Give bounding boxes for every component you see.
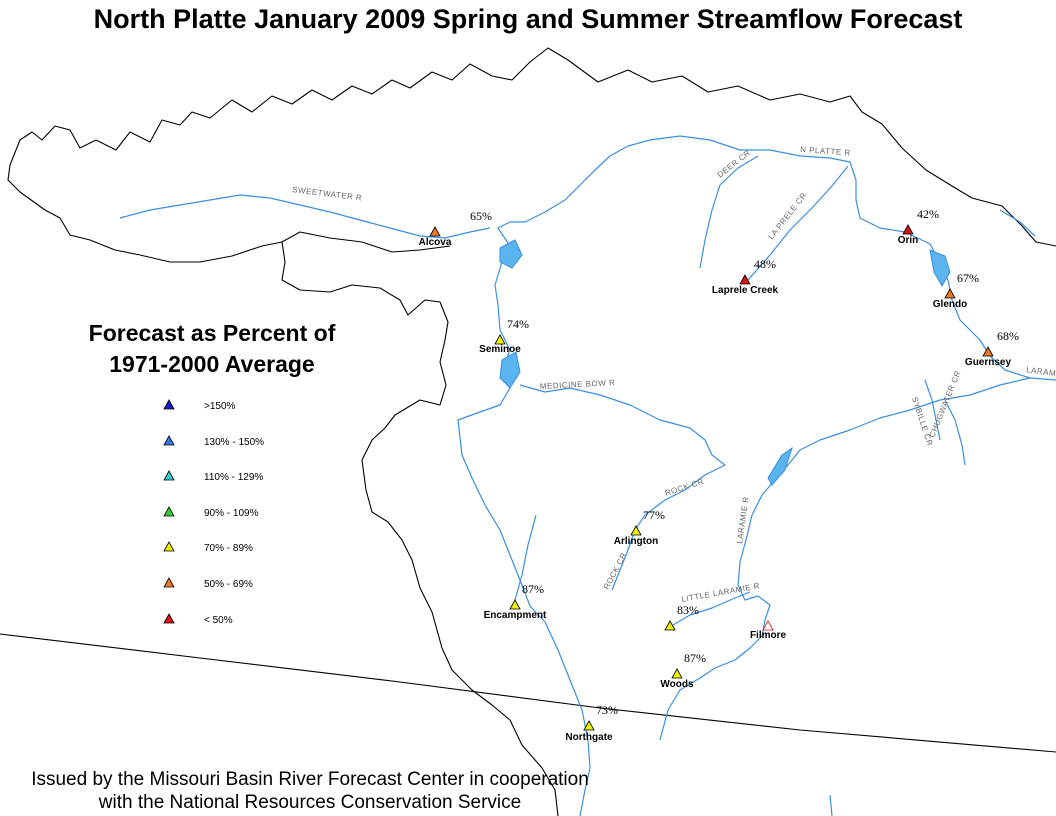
site-percent: 87% [684,651,706,665]
sweetwater-subbasin [281,231,451,253]
site-name: Encampment [484,610,547,621]
site-marker-icon [509,599,521,610]
forecast-sites: Alcova 65% Orin 42% Laprele Creek 48% Glendo 67… [419,207,1019,743]
site-marker-icon [902,224,914,235]
site-percent: 74% [507,317,529,331]
site-percent: 73% [596,703,618,717]
forecast-site: Woods 87% [660,651,706,690]
site-percent: 65% [470,209,492,223]
seminoe-reservoir [499,351,521,389]
state-line [0,633,1056,753]
river-label: N PLATTE R [800,145,851,158]
river-label: MEDICINE BOW R [540,378,616,391]
forecast-site: Guernsey 68% [965,329,1019,368]
forecast-site: Filmore [750,620,787,641]
site-marker-icon [739,274,751,285]
legend-symbol [163,577,175,588]
legend-symbol [163,470,175,481]
legend-symbol [163,435,175,446]
legend-symbol [163,399,175,410]
basin-outline [9,47,1056,247]
forecast-site: Northgate 73% [565,703,618,743]
site-name: Laprele Creek [712,285,779,296]
legend-symbol [163,506,175,517]
site-percent: 68% [997,329,1019,343]
credit-line1: Issued by the Missouri Basin River Forec… [31,769,589,790]
river-label: DEER CR [716,148,753,179]
site-name: Alcova [419,237,452,248]
forecast-site: Seminoe 74% [479,317,529,355]
credit-line2: with the National Resources Conservation… [98,792,522,813]
la-prele-creek [747,165,849,281]
legend-label: 110% - 129% [204,472,263,483]
legend-label: < 50% [204,615,233,626]
site-marker-icon [982,346,994,357]
site-name: Seminoe [479,344,521,355]
legend-title: Forecast as Percent of 1971-2000 Average [52,318,372,380]
site-name: Woods [660,679,694,690]
legend-label: 90% - 109% [204,508,259,519]
site-marker-icon [762,620,774,631]
river-labels: SWEETWATER R DEER CR N PLATTE R LA PRELE… [292,145,1056,604]
basin-boundaries [0,47,1056,816]
site-name: Filmore [750,630,787,641]
north-platte-river-main [457,135,1056,816]
legend-symbol [163,541,175,552]
forecast-site: Encampment 87% [484,582,547,621]
river-label: ROCK CR [664,477,705,498]
deer-creek [699,155,759,269]
site-marker-icon [944,288,956,299]
glendo-reservoir [929,249,951,288]
river-label: LARAMIE R [735,496,751,544]
site-marker-icon [664,620,676,631]
site-marker-icon [494,334,506,345]
site-percent: 87% [522,582,544,596]
sweetwater-river [119,194,491,239]
forecast-site: Orin 42% [898,207,939,246]
northern-tributary [999,209,1036,237]
forecast-site: Glendo 67% [933,271,979,310]
legend-label: 130% - 150% [204,437,264,448]
legend-label: 70% - 89% [204,543,253,554]
map-title: North Platte January 2009 Spring and Sum… [93,4,963,34]
site-name: Arlington [614,536,658,547]
site-percent: 48% [754,257,776,271]
legend: >150% 130% - 150% 110% - 129% 90% - 109% 70%… [163,399,264,626]
basin-outline-west [7,164,559,816]
legend-title-line2: 1971-2000 Average [109,351,315,377]
forecast-site: Laprele Creek 48% [712,257,779,296]
legend-title-line1: Forecast as Percent of [88,320,336,346]
forecast-site: Alcova 65% [419,209,492,248]
rivers [119,135,1056,816]
forecast-site: Arlington 77% [614,508,665,547]
site-marker-icon [671,668,683,679]
site-percent: 83% [677,603,699,617]
river-label: ROCK CR [602,551,629,591]
site-name: Guernsey [965,357,1012,368]
site-percent: 77% [643,508,665,522]
sybille-creek [924,379,941,441]
river-label: SWEETWATER R [292,185,363,203]
site-name: Orin [898,235,919,246]
site-marker-icon [429,226,441,237]
laramie-river [659,377,1031,741]
credit: Issued by the Missouri Basin River Forec… [10,768,610,814]
site-marker-icon [630,525,642,536]
site-name: Northgate [565,732,613,743]
forecast-site: 83% [664,603,699,631]
legend-symbol [163,613,175,624]
wheatland-reservoir [767,446,793,486]
little-laramie-river [667,591,751,629]
legend-label: 50% - 69% [204,579,253,590]
chugwater-creek [944,399,966,466]
site-percent: 67% [957,271,979,285]
site-percent: 42% [917,207,939,221]
pathfinder-reservoir [499,239,523,269]
southern-tributary [829,794,833,816]
encampment-river [514,514,537,601]
site-name: Glendo [933,299,967,310]
site-marker-icon [583,720,595,731]
legend-label: >150% [204,401,236,412]
